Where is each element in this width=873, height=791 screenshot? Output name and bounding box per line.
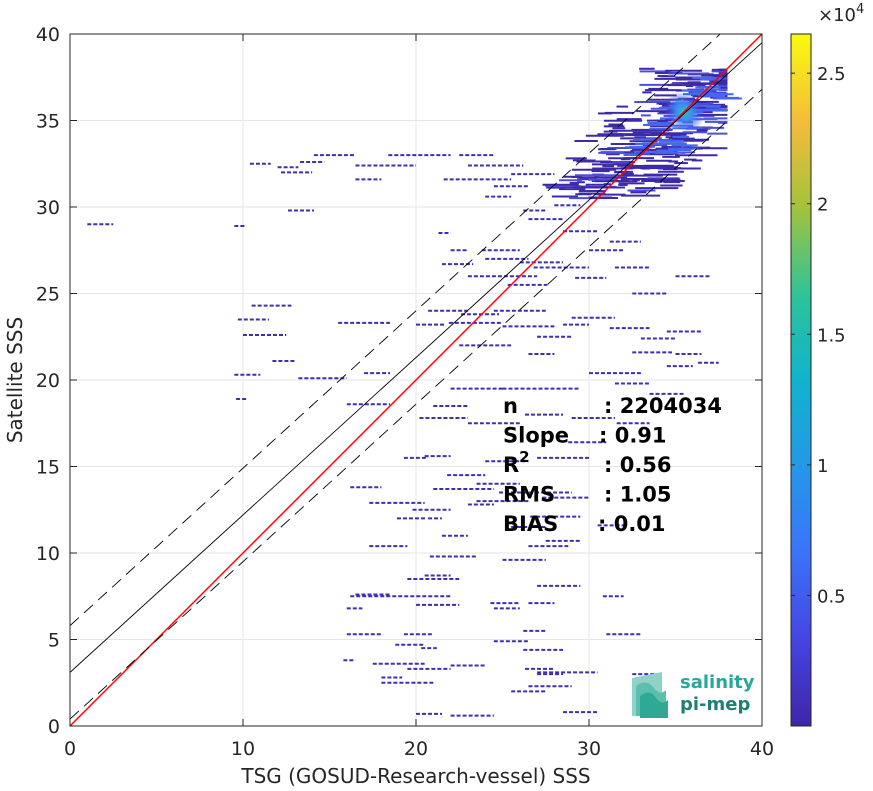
x-tick-label: 30: [577, 738, 601, 760]
y-tick-label: 5: [48, 630, 60, 652]
salinity-pi-mep-logo: salinity pi-mep: [632, 672, 755, 718]
colorbar-exponent-power: 4: [856, 2, 864, 17]
y-tick-label: 15: [36, 457, 60, 479]
stat-value: : 1.05: [604, 483, 672, 507]
y-tick-label: 35: [36, 111, 60, 133]
colorbar-tick-label: 2.5: [817, 64, 846, 85]
fit-line-regression: [70, 42, 762, 673]
logo-line2: pi-mep: [680, 694, 750, 715]
y-tick-label: 25: [36, 284, 60, 306]
fit-line-upper-bound: [70, 34, 721, 626]
y-tick-label: 40: [36, 24, 60, 46]
x-tick-label: 20: [404, 738, 428, 760]
stat-value: : 0.01: [598, 512, 666, 536]
stat-value: : 0.91: [599, 424, 667, 448]
colorbar-exponent: ×104: [818, 2, 864, 26]
y-tick-label: 0: [48, 716, 60, 738]
stat-key: RMS: [503, 483, 555, 507]
logo-line1: salinity: [680, 672, 755, 693]
stat-value: : 0.56: [604, 453, 672, 477]
y-tick-label: 10: [36, 543, 60, 565]
colorbar-tick-label: 1: [817, 456, 828, 477]
colorbar: 0.5 1 1.5 2 2.5 ×104: [790, 2, 864, 727]
colorbar-tick-label: 0.5: [817, 586, 846, 607]
wave-icon: [632, 672, 668, 718]
x-tick-label: 0: [64, 738, 76, 760]
colorbar-exponent-base: ×10: [818, 5, 856, 26]
stat-key: BIAS: [503, 512, 558, 536]
colorbar-ticks: 0.5 1 1.5 2 2.5: [791, 64, 846, 607]
x-tick-label: 40: [750, 738, 774, 760]
fit-line-lower-bound: [70, 89, 762, 720]
stat-key: Slope: [503, 424, 569, 448]
x-axis-ticks: 0 10 20 30 40: [64, 34, 774, 760]
density-marks: [87, 67, 742, 717]
colorbar-tick-label: 2: [817, 195, 828, 216]
y-axis-label: Satellite SSS: [3, 317, 27, 443]
stat-superscript: 2: [519, 448, 529, 466]
stat-key: n: [503, 394, 518, 418]
fit-lines: [70, 34, 762, 726]
x-tick-label: 10: [231, 738, 255, 760]
colorbar-tick-label: 1.5: [817, 325, 846, 346]
y-tick-label: 20: [36, 370, 60, 392]
y-tick-label: 30: [36, 197, 60, 219]
x-axis-label: TSG (GOSUD-Research-vessel) SSS: [240, 764, 590, 788]
stat-value: : 2204034: [604, 394, 722, 418]
colorbar-gradient: [790, 33, 812, 727]
y-axis-ticks: 0 5 10 15 20 25 30 35 40: [36, 24, 762, 738]
fit-line-identity: [70, 34, 762, 726]
